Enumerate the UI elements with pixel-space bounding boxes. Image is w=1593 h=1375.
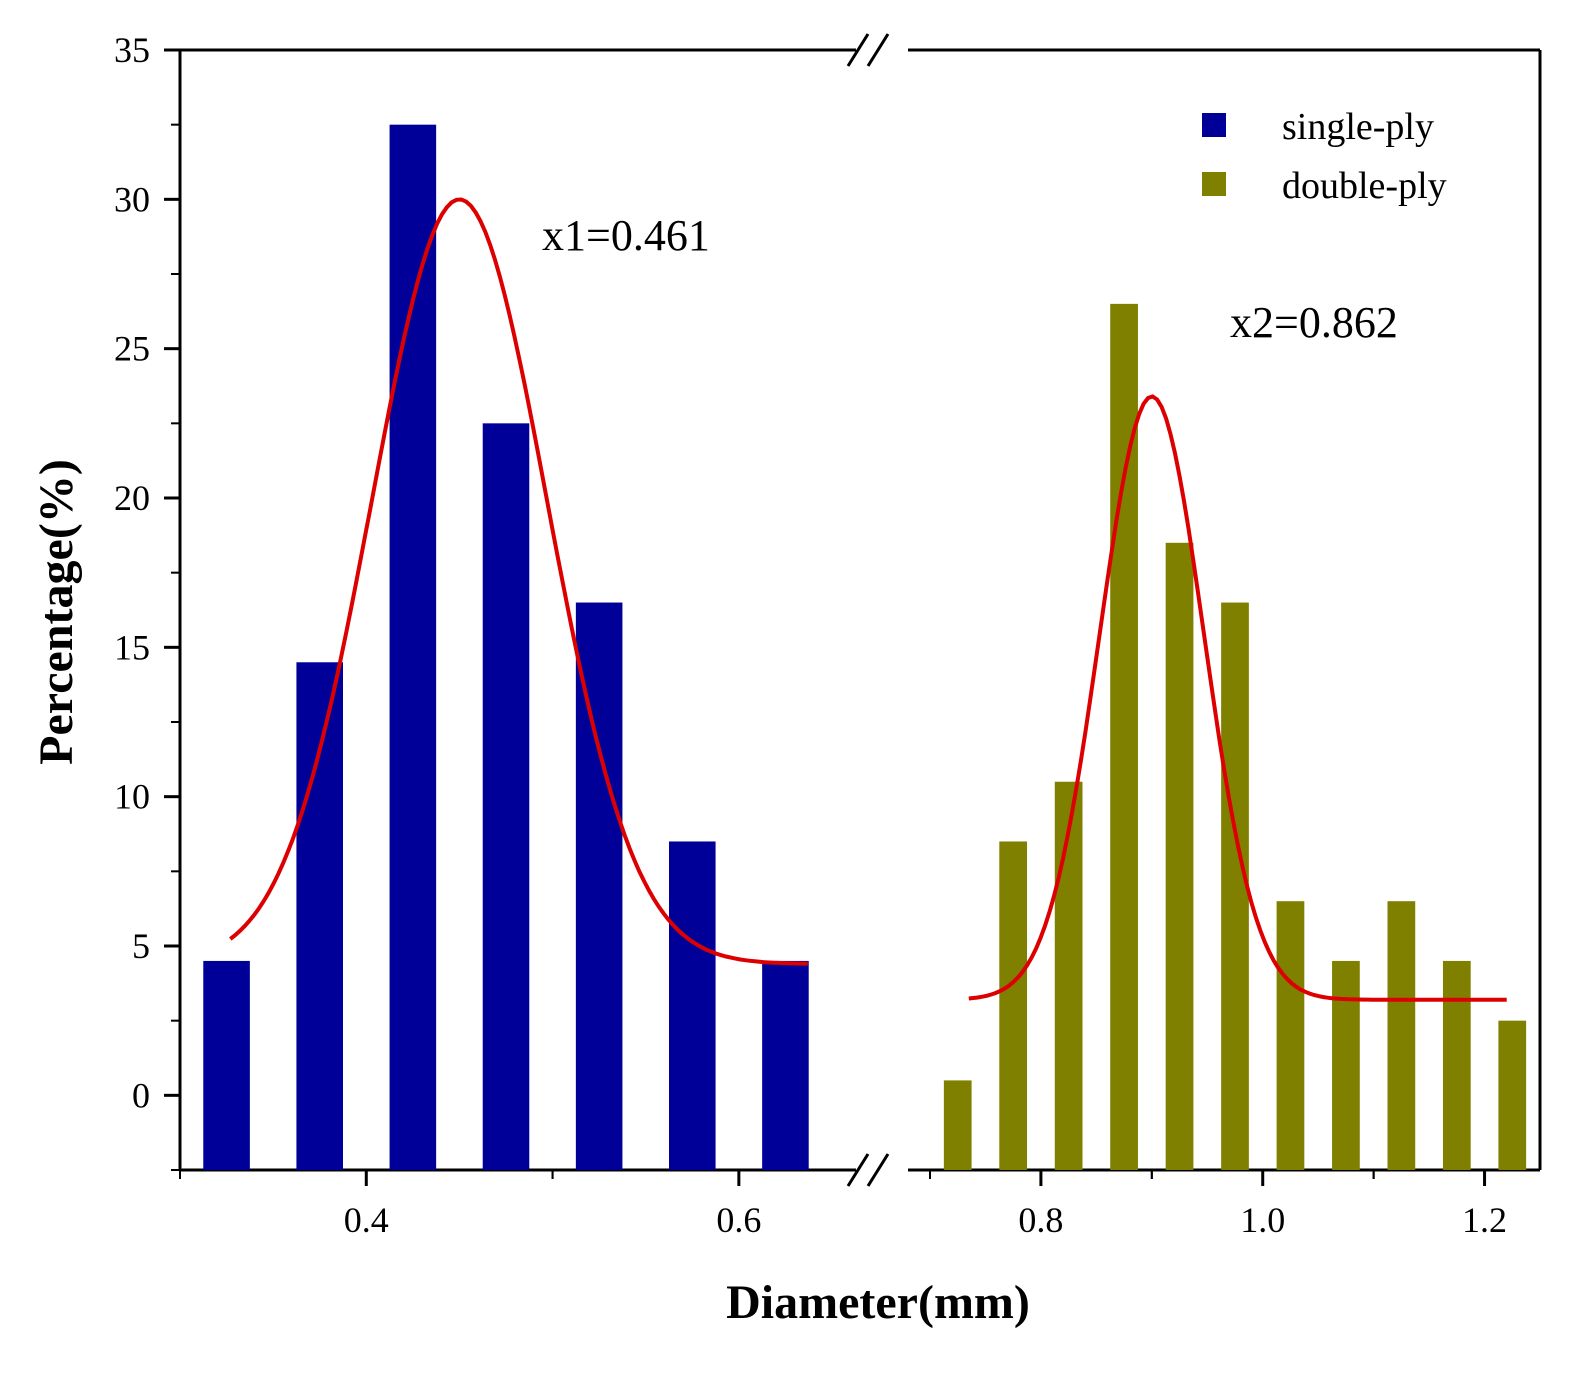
legend-label-double-ply: double-ply — [1282, 165, 1447, 207]
x-tick-label: 0.4 — [344, 1200, 389, 1240]
fit-curve-single-ply — [229, 197, 808, 966]
bar-single-ply — [482, 423, 530, 1170]
legend: single-ply double-ply — [1202, 106, 1447, 207]
y-tick-label: 25 — [114, 329, 150, 369]
bar-double-ply — [1498, 1020, 1527, 1170]
y-axis: 0 5 10 15 20 25 30 35 — [114, 30, 180, 1171]
x-tick-label: 0.6 — [716, 1200, 761, 1240]
y-tick-label: 15 — [114, 627, 150, 667]
y-tick-label: 5 — [132, 926, 150, 966]
x-tick-label: 1.0 — [1240, 1200, 1285, 1240]
legend-swatch-double-ply — [1202, 172, 1226, 196]
legend-label-single-ply: single-ply — [1282, 106, 1434, 148]
x-axis: 0.4 0.6 0.8 1.0 1.2 — [179, 1170, 1507, 1240]
axis-break-bottom-2 — [866, 1153, 890, 1187]
bars — [203, 124, 1527, 1171]
annotations: x1=0.461 x2=0.862 — [542, 211, 1398, 347]
y-tick-label: 30 — [114, 179, 150, 219]
fit-curve-double-ply — [968, 394, 1507, 1002]
fit-annotation-double-ply: x2=0.862 — [1230, 298, 1398, 347]
axis-break-bottom-1 — [846, 1153, 870, 1187]
bar-double-ply — [999, 841, 1028, 1170]
bar-double-ply — [1332, 960, 1360, 1170]
bar-double-ply — [1110, 303, 1138, 1170]
y-tick-label: 0 — [132, 1075, 150, 1115]
bar-double-ply — [1221, 602, 1249, 1170]
bar-single-ply — [575, 602, 623, 1170]
bar-single-ply — [669, 841, 716, 1170]
bar-double-ply — [943, 1080, 972, 1170]
fit-annotation-single-ply: x1=0.461 — [542, 211, 710, 260]
y-axis-title: Percentage(%) — [30, 459, 83, 765]
y-tick-label: 35 — [114, 30, 150, 70]
bar-double-ply — [1387, 901, 1416, 1170]
x-axis-title: Diameter(mm) — [726, 1276, 1030, 1329]
bar-double-ply — [1442, 960, 1471, 1170]
y-tick-label: 20 — [114, 478, 150, 518]
bar-single-ply — [296, 662, 343, 1170]
bar-single-ply — [762, 960, 809, 1170]
legend-swatch-single-ply — [1202, 113, 1226, 137]
x-tick-label: 1.2 — [1462, 1200, 1507, 1240]
axis-break-top-2 — [866, 33, 890, 67]
bar-double-ply — [1054, 781, 1083, 1170]
bar-double-ply — [1276, 901, 1305, 1170]
bar-single-ply — [389, 124, 437, 1171]
bar-single-ply — [203, 960, 250, 1170]
axis-break-top-1 — [846, 33, 870, 67]
bar-double-ply — [1165, 542, 1194, 1170]
x-tick-label: 0.8 — [1018, 1200, 1063, 1240]
y-tick-label: 10 — [114, 777, 150, 817]
fit-curves — [229, 197, 1507, 1002]
